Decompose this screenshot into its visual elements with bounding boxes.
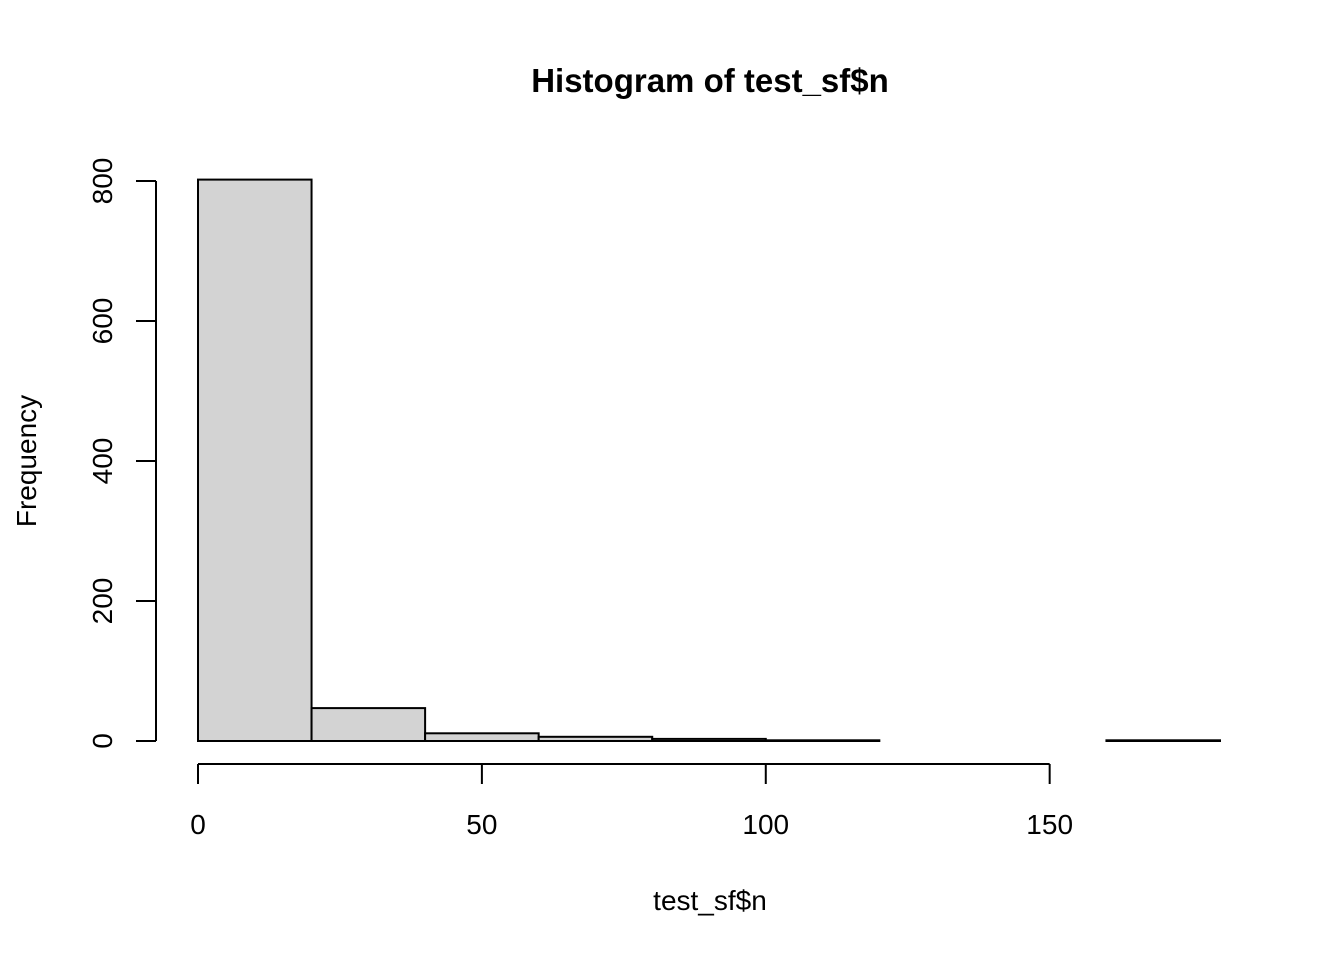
x-tick-label-3: 150 (1026, 809, 1073, 840)
chart-title: Histogram of test_sf$n (531, 62, 889, 99)
histogram-bar-2 (424, 732, 540, 742)
histogram-bar-4 (651, 737, 767, 743)
x-axis: 0 50 100 150 (190, 763, 1073, 840)
histogram-bar-8 (1105, 739, 1222, 742)
bars-group (197, 178, 1222, 743)
y-axis-label: Frequency (11, 395, 42, 527)
histogram-bar-1 (310, 707, 427, 742)
histogram-bar-3 (537, 735, 654, 742)
y-tick-label-1: 200 (87, 578, 118, 625)
y-tick-label-2: 400 (87, 438, 118, 485)
x-tick-label-2: 100 (742, 809, 789, 840)
y-axis: 0 200 400 600 800 (87, 158, 157, 749)
x-tick-label-0: 0 (190, 809, 206, 840)
y-tick-label-4: 800 (87, 158, 118, 205)
histogram-bar-5 (764, 739, 881, 742)
x-axis-label: test_sf$n (653, 885, 767, 916)
histogram-bar-0 (197, 178, 313, 743)
y-tick-label-3: 600 (87, 298, 118, 345)
x-tick-label-1: 50 (466, 809, 497, 840)
y-tick-label-0: 0 (87, 733, 118, 749)
